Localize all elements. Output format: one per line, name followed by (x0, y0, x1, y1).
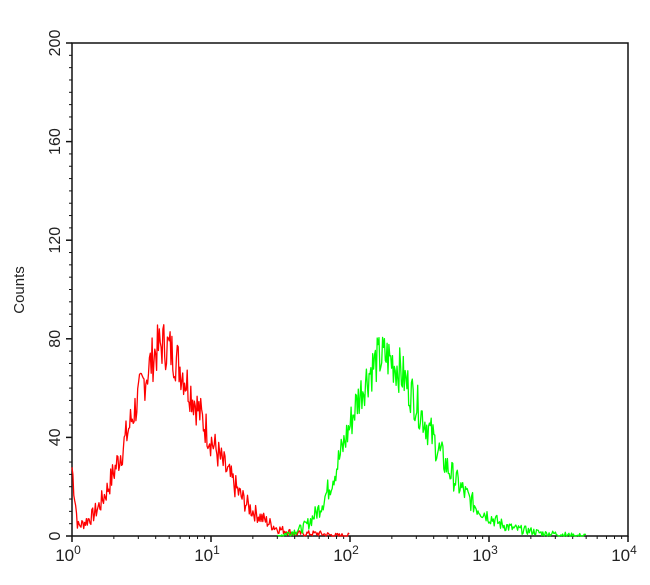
x-tick-label: 100 (55, 543, 81, 565)
y-tick-label: 120 (47, 227, 64, 254)
series-green-trace (277, 336, 587, 537)
y-axis-label: Counts (11, 266, 28, 314)
series-layer (71, 324, 587, 537)
x-tick-label: 103 (472, 543, 498, 565)
y-tick-label: 160 (47, 128, 64, 155)
y-tick-label: 80 (47, 330, 64, 348)
x-tick-label: 102 (333, 543, 359, 565)
x-tick-label: 101 (194, 543, 220, 565)
plot-frame (71, 42, 629, 537)
y-tick-label: 40 (47, 428, 64, 446)
y-tick-label: 0 (47, 531, 64, 540)
y-axis: 0 40 80 120 160 200 (47, 30, 72, 540)
series-red-trace (71, 324, 350, 537)
y-tick-label: 200 (47, 30, 64, 57)
x-axis: 100 101 102 103 104 (55, 536, 637, 565)
x-tick-label: 104 (611, 543, 637, 565)
